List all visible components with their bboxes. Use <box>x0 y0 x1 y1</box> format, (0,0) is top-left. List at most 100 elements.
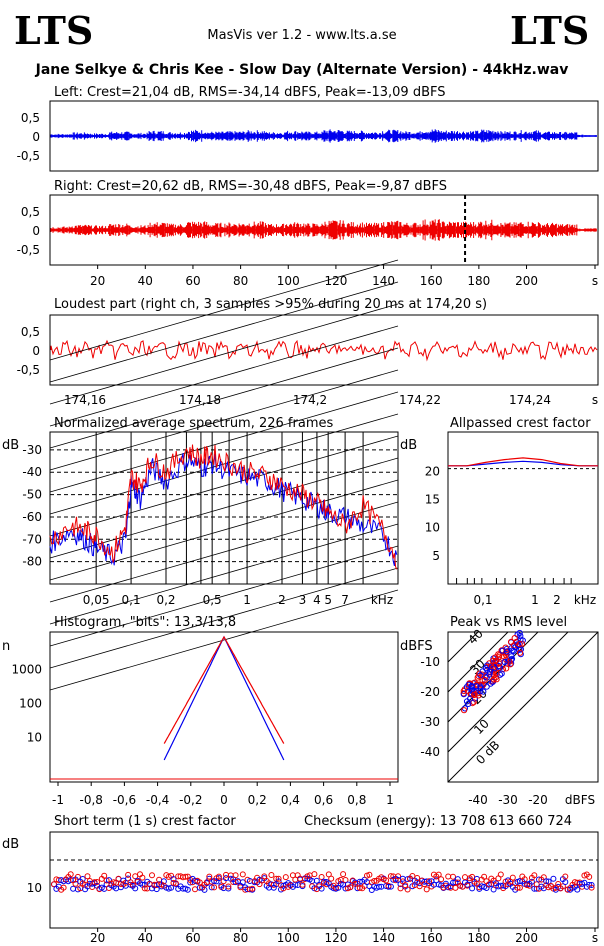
peakrms-ytick: -10 <box>420 655 440 669</box>
shortterm-point <box>139 874 146 881</box>
peakrms-ytick: -40 <box>420 745 440 759</box>
spectrum-slope-line <box>49 479 399 581</box>
shortterm-point <box>497 871 504 878</box>
histogram-xtick: 1 <box>386 793 394 807</box>
spectrum-xtick: 5 <box>324 593 332 607</box>
shortterm-point <box>332 884 339 891</box>
spectrum-xtick: 0,5 <box>203 593 222 607</box>
shortterm-point <box>246 886 253 893</box>
crest-panel <box>447 431 599 585</box>
spectrum-title: Normalized average spectrum, 226 frames <box>54 416 333 431</box>
peakrms-xunit: dBFS <box>565 793 595 807</box>
shortterm-point <box>168 884 175 891</box>
shortterm-point <box>172 880 179 887</box>
shortterm-point <box>426 878 433 885</box>
right-xtick-label: 200 <box>515 274 538 288</box>
left-ytick: -0,5 <box>17 149 40 163</box>
spectrum-series <box>49 444 398 570</box>
crest-ytick: 15 <box>425 493 440 507</box>
spectrum-panel <box>49 259 399 691</box>
shortterm-point <box>132 873 139 880</box>
shortterm-point <box>51 881 57 888</box>
peakrms-point <box>508 653 515 660</box>
crest-title: Allpassed crest factor <box>450 416 591 431</box>
peakrms-point <box>510 647 517 655</box>
spectrum-slope-line <box>49 567 399 669</box>
shortterm-point <box>356 884 363 891</box>
peakrms-axes: -10 -20 -30 -40 -40 -30 -20 dBFS <box>420 655 595 807</box>
shortterm-point <box>536 876 542 883</box>
loudest-xtick-label: 174,22 <box>399 393 441 407</box>
crest-xtick: kHz <box>574 593 596 607</box>
shortterm-point <box>153 886 160 893</box>
crest-ylabel: dB <box>400 438 417 453</box>
shortterm-point <box>514 884 521 891</box>
shortterm-point <box>299 881 306 888</box>
app-version: MasVis ver 1.2 - www.lts.a.se <box>207 28 396 43</box>
crest-ytick: 10 <box>425 521 440 535</box>
spectrum-ylabel: dB <box>2 438 19 453</box>
peakrms-point <box>495 651 502 658</box>
histogram-trace <box>163 635 285 744</box>
shortterm-xtick: 80 <box>233 931 248 945</box>
shortterm-point <box>110 879 117 886</box>
histogram-panel <box>49 631 399 783</box>
histogram-title: Histogram, "bits": 13,3/13,8 <box>54 615 236 630</box>
spectrum-slope-line <box>49 369 399 471</box>
loudest-xtick-label: s <box>592 393 598 407</box>
shortterm-point <box>423 886 430 893</box>
shortterm-point <box>340 871 347 878</box>
right-ytick: -0,5 <box>17 243 40 257</box>
shortterm-point <box>94 879 100 885</box>
peakrms-point <box>487 680 494 687</box>
peakrms-ylabel: dBFS <box>400 639 433 654</box>
shortterm-point <box>318 874 325 880</box>
spectrum-slope-line <box>49 303 399 405</box>
right-title: Right: Crest=20,62 dB, RMS=-30,48 dBFS, … <box>54 179 447 194</box>
spectrum-slope-line <box>49 347 399 449</box>
logo-left: LTS <box>14 8 93 53</box>
spectrum-ytick: -70 <box>22 532 42 546</box>
shortterm-point <box>192 886 198 893</box>
peakrms-point <box>504 648 511 655</box>
histogram-xtick: -0,2 <box>179 793 202 807</box>
shortterm-point <box>528 878 535 885</box>
shortterm-point <box>586 873 593 880</box>
shortterm-point <box>275 875 282 882</box>
shortterm-point <box>383 877 390 884</box>
peakrms-point <box>486 671 493 678</box>
shortterm-point <box>225 883 232 890</box>
shortterm-point <box>588 882 595 888</box>
shortterm-xtick: 120 <box>324 931 347 945</box>
shortterm-point <box>531 872 538 879</box>
shortterm-xtick: s <box>592 931 598 945</box>
loudest-xtick-label: 174,24 <box>509 393 551 407</box>
shortterm-point <box>485 881 492 888</box>
shortterm-point <box>509 874 516 881</box>
spectrum-ytick: -30 <box>22 443 42 457</box>
peakrms-title: Peak vs RMS level <box>450 615 567 630</box>
shortterm-point <box>215 873 222 880</box>
shortterm-point <box>469 885 476 892</box>
shortterm-point <box>70 885 77 892</box>
spectrum-slope-line <box>49 501 399 603</box>
peakrms-point <box>474 674 481 681</box>
spectrum-slope-line <box>49 457 399 559</box>
spectrum-xtick: 3 <box>299 593 307 607</box>
crest-axes: 20 15 10 5 0,1 1 2 kHz <box>425 464 596 607</box>
spectrum-axes: -30 -40 -50 -60 -70 -80 0,05 0,1 0,2 0,5 1 2 3 4 5 7 kHz <box>22 443 393 607</box>
peakrms-point <box>490 676 497 683</box>
shortterm-point <box>72 880 79 887</box>
right-xtick-label: 20 <box>90 274 105 288</box>
histogram-ytick: 100 <box>19 697 42 711</box>
shortterm-point <box>84 873 91 880</box>
left-frame <box>49 100 599 172</box>
shortterm-point <box>67 871 74 878</box>
histogram-xtick: -0,4 <box>146 793 169 807</box>
peakrms-ytick: -30 <box>420 715 440 729</box>
spectrum-xtick: 0,1 <box>122 593 141 607</box>
shortterm-point <box>261 873 268 880</box>
shortterm-point <box>588 884 595 891</box>
peakrms-diagonal <box>447 631 599 783</box>
spectrum-slope-line <box>49 589 399 691</box>
